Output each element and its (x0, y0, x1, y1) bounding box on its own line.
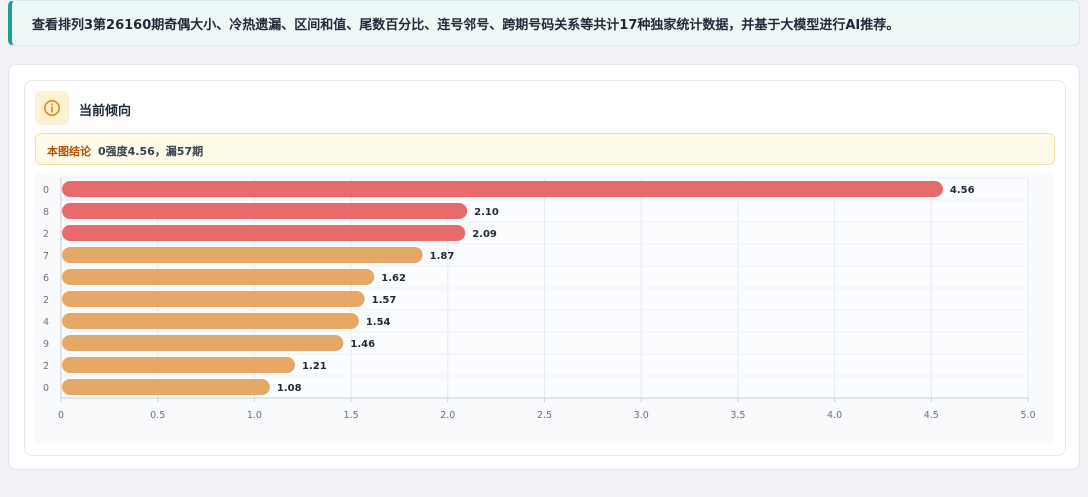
notice-text: 查看排列3第26160期奇偶大小、冷热遗漏、区间和值、尾数百分比、连号邻号、跨期… (32, 18, 900, 33)
y-tick-label: 6 (43, 273, 49, 284)
y-tick-label: 2 (43, 295, 49, 306)
x-tick-label: 1.0 (247, 410, 262, 421)
bar (62, 357, 296, 373)
x-tick-label: 0 (58, 410, 64, 421)
x-tick-label: 3.5 (730, 410, 745, 421)
data-label: 1.57 (372, 295, 397, 306)
bar (62, 313, 359, 329)
trend-card: 当前倾向 本图结论 0强度4.56，漏57期 0 0.5 1.0 1.5 2.0 2.5 3… (24, 80, 1066, 456)
content-panel: 当前倾向 本图结论 0强度4.56，漏57期 0 0.5 1.0 1.5 2.0 2.5 3… (8, 64, 1080, 470)
bar-chart: 0 0.5 1.0 1.5 2.0 2.5 3.0 3.5 4.0 4.5 5.0 4.56 0 2.10… (35, 172, 1055, 444)
data-label: 1.54 (366, 317, 391, 328)
data-label: 2.10 (474, 207, 499, 218)
bar (62, 225, 466, 241)
conclusion-label: 本图结论 (47, 145, 91, 158)
card-title: 当前倾向 (79, 104, 132, 119)
bar (62, 269, 375, 285)
data-label: 1.08 (277, 383, 302, 394)
bar (62, 247, 423, 263)
x-tick-label: 4.0 (827, 410, 842, 421)
info-icon (35, 91, 69, 125)
bar (62, 379, 270, 395)
conclusion-bar: 本图结论 0强度4.56，漏57期 (35, 133, 1055, 165)
y-tick-label: 0 (43, 383, 49, 394)
data-label: 1.62 (381, 273, 406, 284)
data-label: 1.87 (430, 251, 455, 262)
y-tick-label: 4 (43, 317, 49, 328)
conclusion-text: 0强度4.56，漏57期 (98, 145, 204, 158)
bar (62, 181, 943, 197)
y-tick-label: 2 (43, 361, 49, 372)
chart-svg: 0 0.5 1.0 1.5 2.0 2.5 3.0 3.5 4.0 4.5 5.0 4.56 0 2.10… (43, 177, 1036, 421)
x-tick-label: 3.0 (634, 410, 649, 421)
data-label: 1.46 (350, 339, 375, 350)
x-tick-label: 2.0 (440, 410, 455, 421)
y-tick-label: 8 (43, 207, 49, 218)
y-tick-label: 9 (43, 339, 49, 350)
bar (62, 291, 365, 307)
info-notice: 查看排列3第26160期奇偶大小、冷热遗漏、区间和值、尾数百分比、连号邻号、跨期… (8, 0, 1080, 46)
bar (62, 335, 344, 351)
data-label: 1.21 (302, 361, 327, 372)
x-tick-label: 1.5 (344, 410, 359, 421)
x-tick-label: 0.5 (150, 410, 165, 421)
x-tick-label: 2.5 (537, 410, 552, 421)
y-tick-label: 0 (43, 185, 49, 196)
data-label: 4.56 (950, 185, 975, 196)
y-tick-label: 2 (43, 229, 49, 240)
data-label: 2.09 (472, 229, 497, 240)
x-tick-label: 5.0 (1020, 410, 1035, 421)
bar (62, 203, 468, 219)
x-tick-label: 4.5 (924, 410, 939, 421)
y-tick-label: 7 (43, 251, 49, 262)
